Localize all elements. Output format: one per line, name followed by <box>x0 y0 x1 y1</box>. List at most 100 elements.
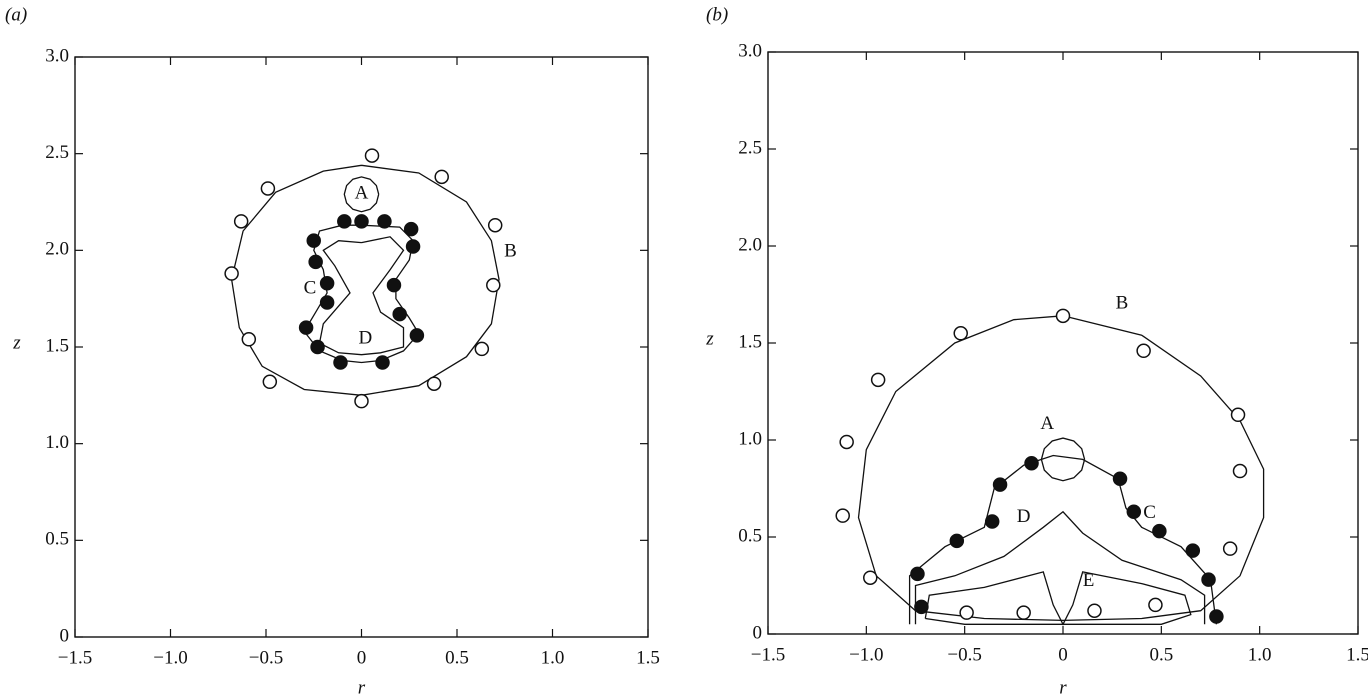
filled-point <box>409 328 425 343</box>
x-tick-label: 0.5 <box>1149 644 1173 665</box>
filled-point <box>1152 523 1167 539</box>
curve <box>343 176 380 213</box>
x-tick-label: 0 <box>1058 644 1068 665</box>
curve-label: C <box>304 277 317 298</box>
y-tick-label: 1.0 <box>738 428 762 449</box>
filled-point <box>1201 572 1216 587</box>
curve-label: A <box>355 183 369 204</box>
filled-point <box>386 277 402 293</box>
filled-point <box>333 355 348 370</box>
filled-point <box>377 214 392 229</box>
x-tick-label: −1.5 <box>751 644 785 665</box>
open-point <box>474 341 490 357</box>
filled-point <box>392 306 407 322</box>
open-point <box>364 148 380 163</box>
filled-point <box>319 275 335 291</box>
open-point <box>959 605 974 620</box>
open-point <box>1222 541 1238 556</box>
x-tick-label: −1.0 <box>849 644 883 665</box>
filled-point <box>337 214 352 229</box>
x-tick-label: 1.0 <box>541 647 565 668</box>
curve-label: B <box>1116 293 1129 314</box>
y-tick-label: 2.0 <box>738 234 762 255</box>
open-point <box>1232 463 1248 479</box>
open-point <box>241 332 257 347</box>
y-tick-label: 0 <box>60 625 70 646</box>
curve <box>924 571 1192 626</box>
open-point <box>1148 597 1163 613</box>
curve-label: C <box>1143 502 1156 523</box>
filled-point <box>354 214 369 229</box>
y-tick-label: 2.5 <box>45 142 69 163</box>
filled-point <box>914 599 929 615</box>
open-point <box>434 169 449 185</box>
curve-label: D <box>1017 506 1031 527</box>
x-tick-label: −0.5 <box>249 647 283 668</box>
plot-frame <box>767 51 1359 635</box>
filled-point <box>310 339 325 355</box>
x-tick-label: −1.0 <box>153 647 187 668</box>
filled-point <box>1112 471 1128 487</box>
panel-label: (a) <box>5 4 27 25</box>
x-tick-label: 1.0 <box>1248 644 1272 665</box>
filled-point <box>405 239 421 254</box>
filled-point <box>375 355 390 370</box>
y-tick-label: 1.0 <box>45 432 69 453</box>
open-point <box>260 181 276 196</box>
y-tick-label: 1.5 <box>738 331 762 352</box>
open-point <box>863 570 878 585</box>
y-axis-label: z <box>12 332 21 353</box>
x-axis-label: r <box>358 677 366 696</box>
filled-point <box>984 514 1000 529</box>
open-point <box>835 508 850 523</box>
x-tick-label: −1.5 <box>58 647 92 668</box>
filled-point <box>403 221 419 237</box>
curve-label: E <box>1083 570 1095 591</box>
x-tick-label: 0 <box>357 647 367 668</box>
curve <box>914 510 1206 625</box>
y-tick-label: 2.5 <box>738 137 762 158</box>
filled-point <box>1209 609 1224 624</box>
y-axis-label: z <box>705 328 714 349</box>
filled-point <box>308 254 323 270</box>
filled-point <box>992 477 1008 492</box>
y-tick-label: 0.5 <box>45 529 69 550</box>
open-point <box>1055 308 1071 324</box>
open-point <box>487 217 503 233</box>
open-point <box>262 374 278 390</box>
x-tick-label: −0.5 <box>947 644 981 665</box>
curve-label: B <box>504 241 517 262</box>
filled-point <box>910 566 925 582</box>
filled-point <box>1024 456 1039 471</box>
filled-point <box>319 295 335 310</box>
curve-label: D <box>358 328 372 349</box>
open-point <box>426 376 442 391</box>
filled-point <box>949 533 965 549</box>
open-point <box>354 393 369 409</box>
x-tick-label: 0.5 <box>445 647 469 668</box>
open-point <box>953 326 968 341</box>
y-tick-label: 0.5 <box>738 525 762 546</box>
filled-point <box>1126 504 1142 520</box>
open-point <box>1230 407 1246 423</box>
open-point <box>224 266 239 281</box>
open-point <box>1087 603 1102 618</box>
curve <box>318 236 405 356</box>
open-point <box>1136 343 1151 359</box>
y-tick-label: 3.0 <box>738 40 762 61</box>
filled-point <box>306 233 321 248</box>
x-tick-label: 1.5 <box>1346 644 1368 665</box>
filled-point <box>1185 543 1201 558</box>
filled-point <box>298 320 314 335</box>
open-point <box>486 277 501 293</box>
open-point <box>839 434 854 450</box>
curve-label: A <box>1040 413 1054 434</box>
open-point <box>233 214 249 229</box>
y-tick-label: 3.0 <box>45 45 69 66</box>
open-point <box>870 372 886 388</box>
open-point <box>1016 605 1031 620</box>
y-tick-label: 0 <box>753 622 763 643</box>
x-axis-label: r <box>1059 677 1067 696</box>
y-tick-label: 2.0 <box>45 239 69 260</box>
